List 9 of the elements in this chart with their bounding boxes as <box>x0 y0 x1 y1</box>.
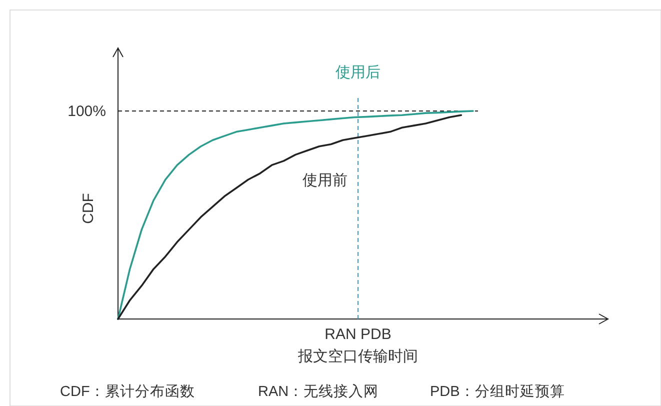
ref-line-label: 100% <box>68 103 106 120</box>
y-axis-title: CDF <box>80 193 97 224</box>
series-label: 使用前 <box>302 172 348 189</box>
text: PDB：分组时延预算 <box>430 383 565 400</box>
x-axis-title: 报文空口传输时间 <box>297 348 418 365</box>
text: RAN PDB <box>324 326 392 343</box>
text: RAN：无线接入网 <box>258 383 379 400</box>
text: CDF：累计分布函数 <box>60 383 195 400</box>
text: 使用后 <box>336 64 380 81</box>
